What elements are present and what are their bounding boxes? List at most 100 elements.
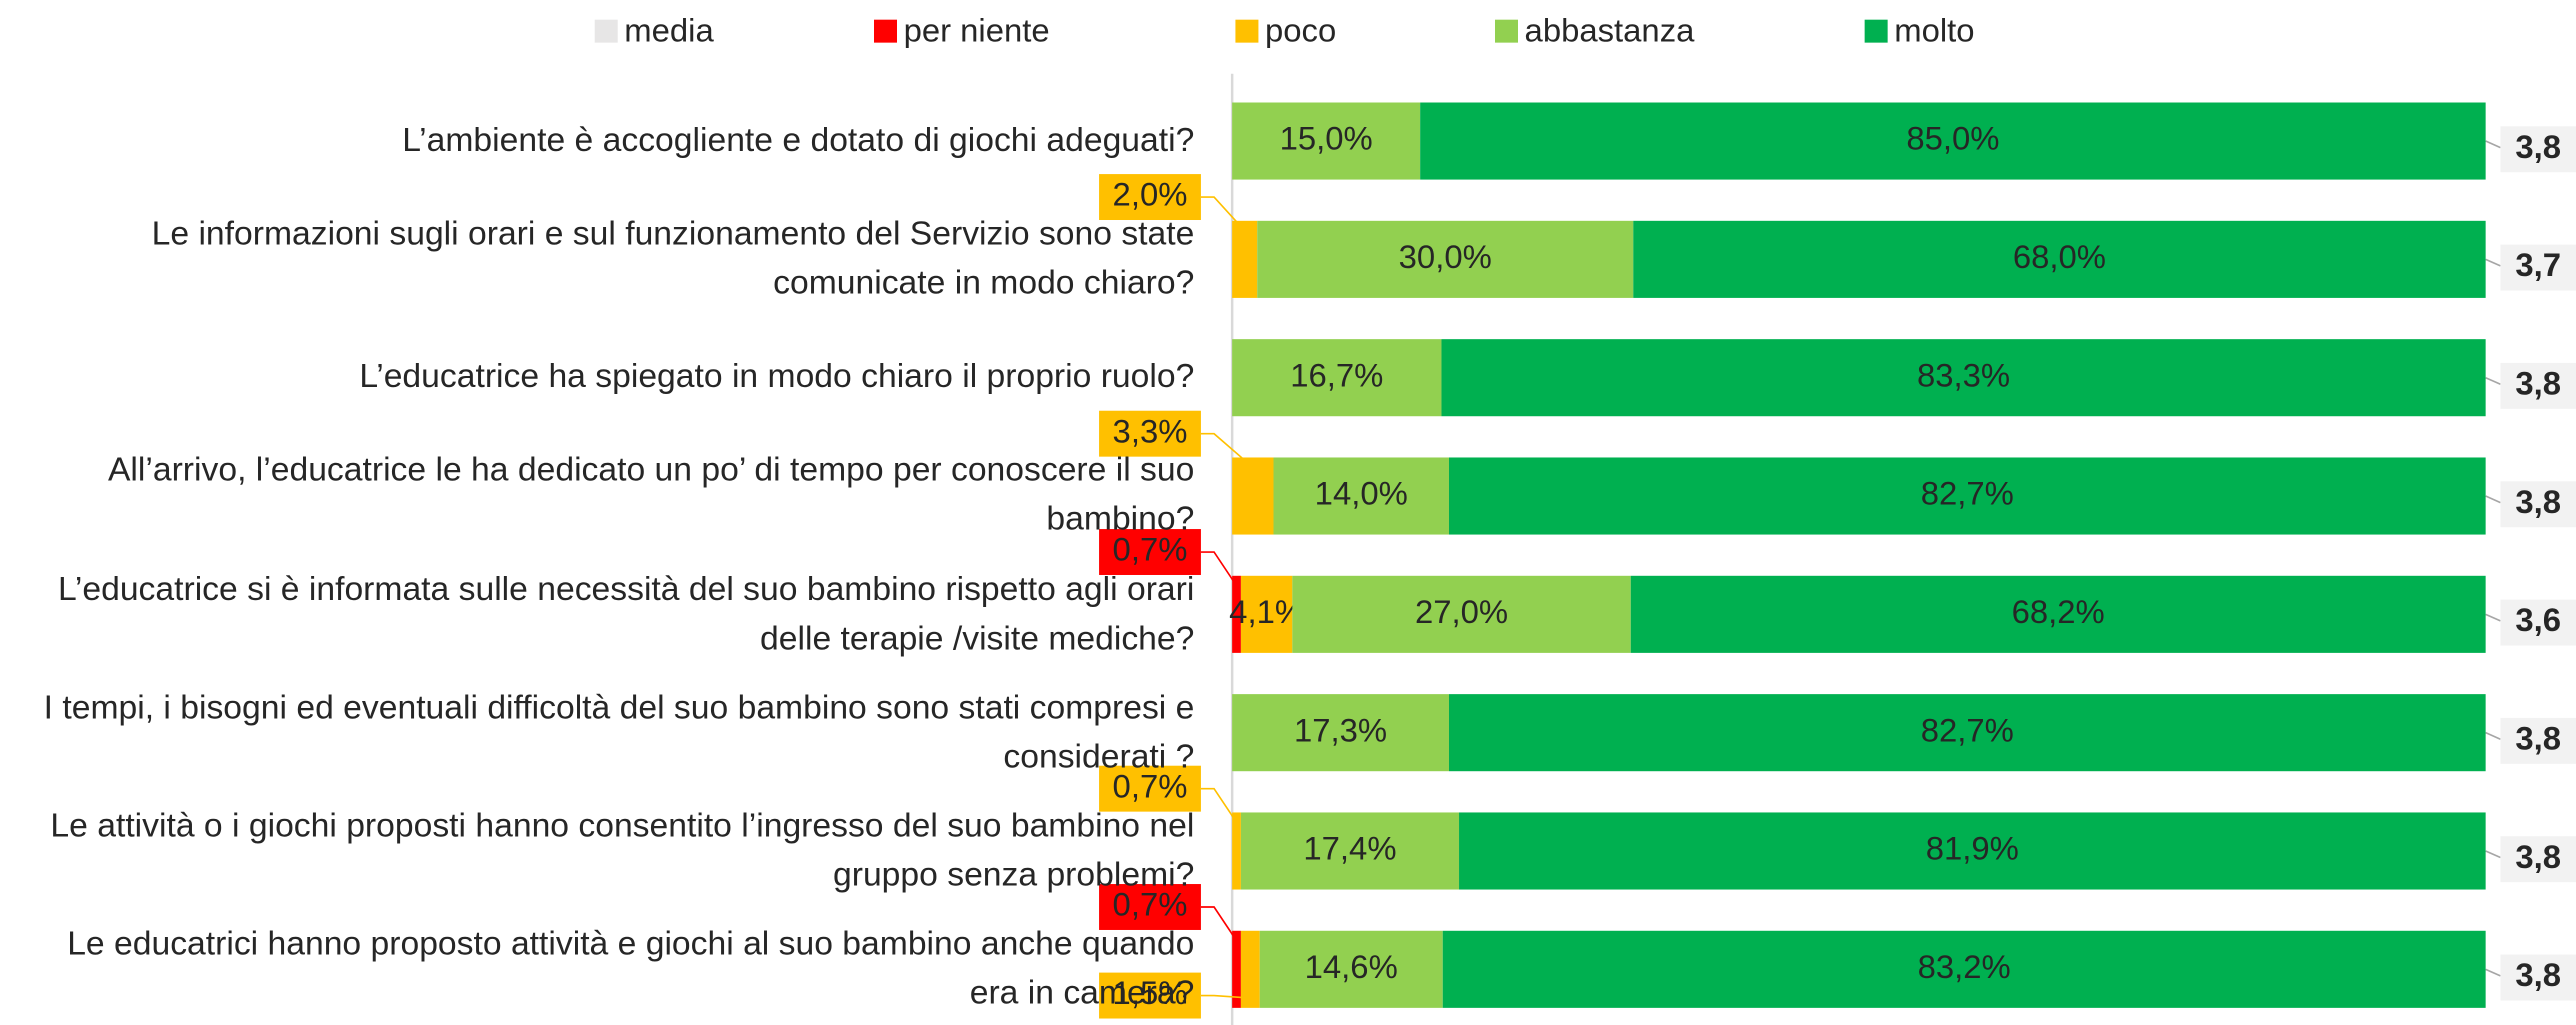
callout-leader bbox=[1200, 994, 1251, 999]
category-label: L’educatrice si è informata sulle necess… bbox=[58, 570, 1195, 657]
media-box bbox=[2500, 362, 2576, 409]
legend-label: molto bbox=[1894, 11, 1974, 48]
value-label: 0,7% bbox=[1113, 531, 1188, 568]
media-label: 3,7 bbox=[2515, 246, 2561, 283]
bar-segment bbox=[1630, 575, 2486, 653]
bar-segment bbox=[1448, 694, 2486, 772]
media-leader bbox=[2485, 850, 2501, 859]
bar-segment bbox=[1232, 812, 1241, 890]
category-label: Le informazioni sugli orari e sul funzio… bbox=[151, 215, 1195, 302]
bar-segment bbox=[1232, 575, 1241, 653]
bar-segment bbox=[1420, 102, 2486, 180]
bar-segment bbox=[1240, 575, 1293, 653]
bar-segment bbox=[1459, 812, 2486, 890]
legend-label: per niente bbox=[904, 11, 1050, 48]
value-label: 82,7% bbox=[1921, 475, 2014, 512]
bar-segment bbox=[1232, 339, 1442, 417]
value-label: 85,0% bbox=[1906, 120, 1999, 157]
legend-label: poco bbox=[1265, 11, 1336, 48]
bar-segment bbox=[1442, 930, 2486, 1008]
category-label: L’ambiente è accogliente e dotato di gio… bbox=[402, 121, 1195, 160]
value-label: 81,9% bbox=[1926, 830, 2019, 867]
bar-segment bbox=[1273, 457, 1449, 535]
callout-leader bbox=[1200, 196, 1246, 232]
callout-leader bbox=[1200, 551, 1238, 587]
bar-segment bbox=[1232, 457, 1274, 535]
bar-segment bbox=[1448, 457, 2486, 535]
bar-segment bbox=[1232, 930, 1241, 1008]
media-box bbox=[2500, 599, 2576, 646]
legend-label: abbastanza bbox=[1525, 11, 1696, 48]
value-label: 4,1% bbox=[1229, 593, 1304, 630]
legend-swatch bbox=[1235, 19, 1259, 43]
legend-swatch bbox=[594, 19, 618, 43]
callout-box bbox=[1099, 884, 1201, 930]
bar-segment bbox=[1240, 812, 1460, 890]
value-label: 14,6% bbox=[1305, 948, 1398, 985]
category-label: Le attività o i giochi proposti hanno co… bbox=[50, 806, 1195, 894]
media-leader bbox=[2485, 613, 2501, 622]
bar-segment bbox=[1292, 575, 1631, 653]
media-box bbox=[2500, 244, 2576, 291]
legend-label: media bbox=[624, 11, 714, 48]
media-leader bbox=[2485, 495, 2501, 504]
media-leader bbox=[2485, 140, 2501, 149]
value-label: 68,2% bbox=[2012, 593, 2105, 630]
callout-box bbox=[1099, 972, 1201, 1019]
value-label: 0,7% bbox=[1113, 767, 1188, 804]
legend-swatch bbox=[1494, 19, 1518, 43]
value-label: 3,3% bbox=[1113, 412, 1188, 449]
value-label: 2,0% bbox=[1113, 176, 1188, 213]
value-label: 68,0% bbox=[2013, 238, 2106, 275]
media-label: 3,8 bbox=[2515, 365, 2561, 402]
bar-segment bbox=[1633, 220, 2486, 298]
category-label: Le educatrici hanno proposto attività e … bbox=[67, 925, 1195, 1012]
bar-segment bbox=[1257, 220, 1634, 298]
media-label: 3,8 bbox=[2515, 838, 2561, 875]
value-label: 30,0% bbox=[1399, 238, 1492, 275]
media-box bbox=[2500, 717, 2576, 764]
category-label: I tempi, i bisogni ed eventuali difficol… bbox=[43, 688, 1195, 776]
media-leader bbox=[2485, 376, 2501, 386]
callout-box bbox=[1099, 174, 1201, 221]
bar-segment bbox=[1232, 220, 1258, 298]
callout-box bbox=[1099, 765, 1201, 812]
media-box bbox=[2500, 126, 2576, 173]
media-leader bbox=[2485, 968, 2501, 977]
bar-segment bbox=[1232, 102, 1421, 180]
value-label: 15,0% bbox=[1280, 120, 1373, 157]
value-label: 17,4% bbox=[1303, 830, 1396, 867]
legend-swatch bbox=[873, 19, 897, 43]
category-label: All’arrivo, l’educatrice le ha dedicato … bbox=[107, 451, 1195, 539]
callout-box bbox=[1099, 410, 1201, 457]
value-label: 27,0% bbox=[1415, 593, 1508, 630]
value-label: 1,5% bbox=[1113, 974, 1188, 1011]
bar-segment bbox=[1240, 930, 1260, 1008]
bar-segment bbox=[1441, 339, 2486, 417]
media-leader bbox=[2485, 731, 2501, 740]
media-box bbox=[2500, 954, 2576, 1001]
media-label: 3,8 bbox=[2515, 483, 2561, 520]
callout-leader bbox=[1200, 787, 1238, 823]
value-label: 82,7% bbox=[1921, 711, 2014, 748]
callout-box bbox=[1099, 529, 1201, 575]
value-label: 83,2% bbox=[1918, 948, 2011, 985]
category-label: L’educatrice ha spiegato in modo chiaro … bbox=[359, 358, 1195, 396]
legend-swatch bbox=[1864, 19, 1888, 43]
bar-segment bbox=[1259, 930, 1443, 1008]
media-label: 3,8 bbox=[2515, 128, 2561, 165]
callout-leader bbox=[1200, 906, 1238, 942]
callout-leader bbox=[1200, 432, 1254, 468]
media-label: 3,8 bbox=[2515, 720, 2561, 757]
value-label: 83,3% bbox=[1917, 356, 2010, 393]
bar-segment bbox=[1232, 694, 1449, 772]
value-label: 16,7% bbox=[1290, 356, 1383, 393]
media-box bbox=[2500, 836, 2576, 883]
value-label: 0,7% bbox=[1113, 886, 1188, 923]
value-label: 14,0% bbox=[1315, 475, 1408, 512]
media-label: 3,8 bbox=[2515, 956, 2561, 993]
media-label: 3,6 bbox=[2515, 601, 2561, 638]
media-box bbox=[2500, 481, 2576, 528]
media-leader bbox=[2485, 258, 2501, 267]
